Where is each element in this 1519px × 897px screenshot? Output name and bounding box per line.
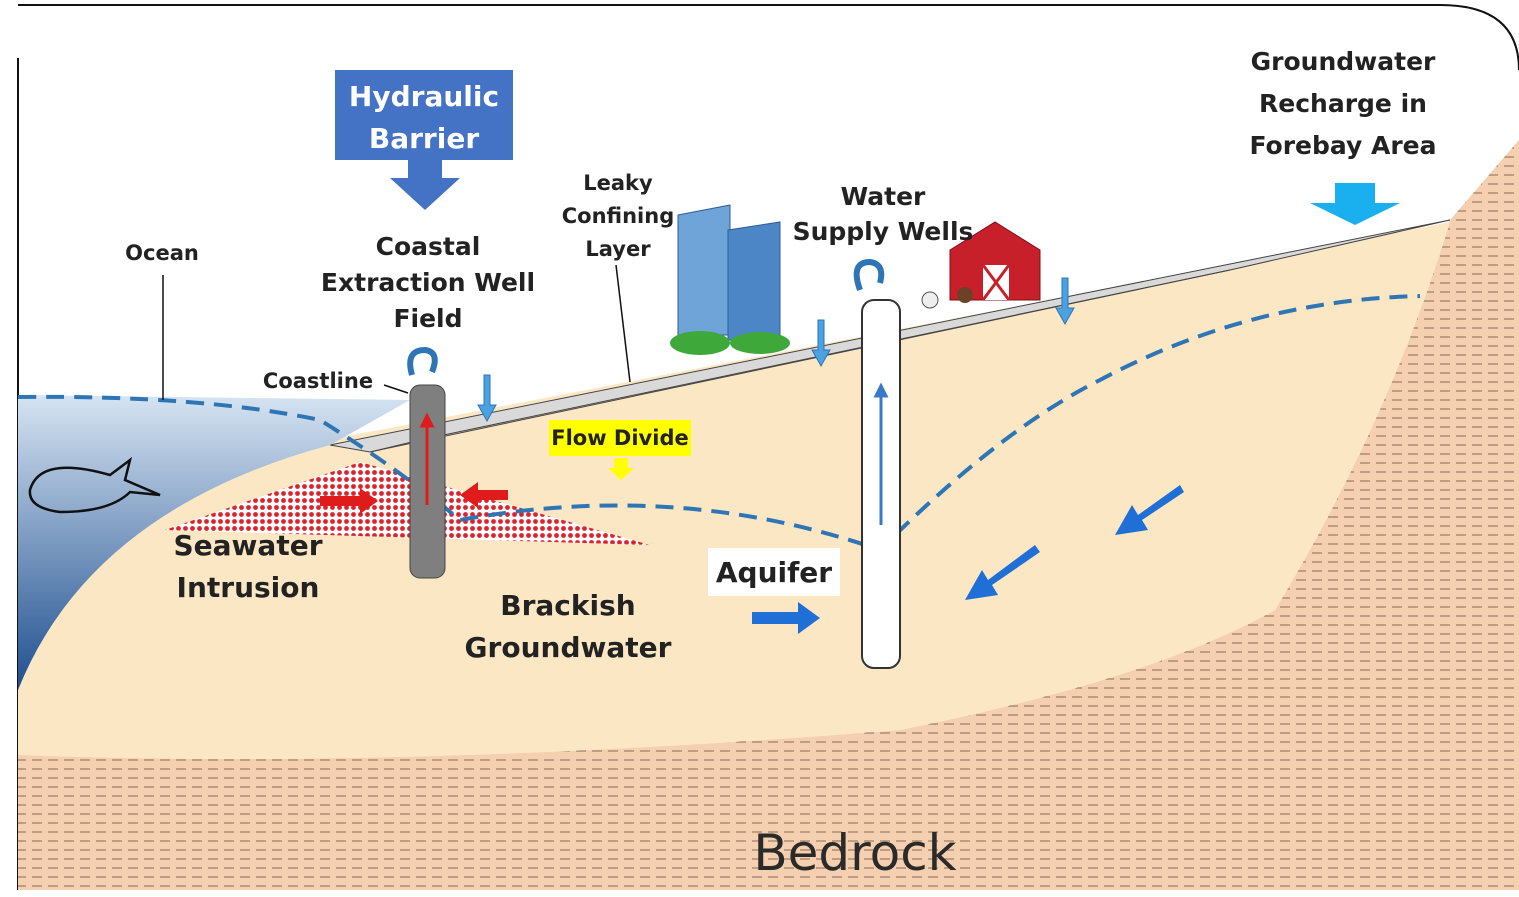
- barrier-arrow: [390, 160, 460, 210]
- pointer: [616, 265, 630, 382]
- label: Forebay Area: [1249, 131, 1436, 160]
- recharge-arrow: [1310, 183, 1400, 225]
- buildings: [670, 205, 790, 355]
- label: Groundwater: [465, 631, 672, 664]
- label: Coastal: [376, 232, 481, 261]
- label: Flow Divide: [551, 426, 688, 450]
- barrier-title: Hydraulic: [349, 80, 499, 113]
- discharge-arrow: [410, 350, 435, 375]
- label: Seawater: [174, 529, 323, 562]
- label: Recharge in: [1259, 89, 1427, 118]
- label: Leaky: [583, 171, 653, 195]
- label: Supply Wells: [793, 217, 974, 246]
- label: Confining: [562, 204, 675, 228]
- label: Aquifer: [716, 556, 832, 589]
- barrier-title: Barrier: [369, 122, 479, 155]
- label: Groundwater: [1251, 47, 1436, 76]
- label: Field: [393, 304, 462, 333]
- label: Coastline: [263, 369, 373, 393]
- discharge-arrow: [857, 262, 882, 290]
- label: Bedrock: [753, 824, 956, 882]
- pointer: [384, 385, 408, 393]
- label: Layer: [585, 237, 651, 261]
- label: Water: [841, 182, 926, 211]
- label: Ocean: [125, 241, 199, 265]
- label: Extraction Well: [321, 268, 535, 297]
- label: Intrusion: [177, 571, 320, 604]
- diagram: Hydraulic Barrier Groundwater Recharge i…: [0, 0, 1519, 897]
- label: Brackish: [500, 589, 635, 622]
